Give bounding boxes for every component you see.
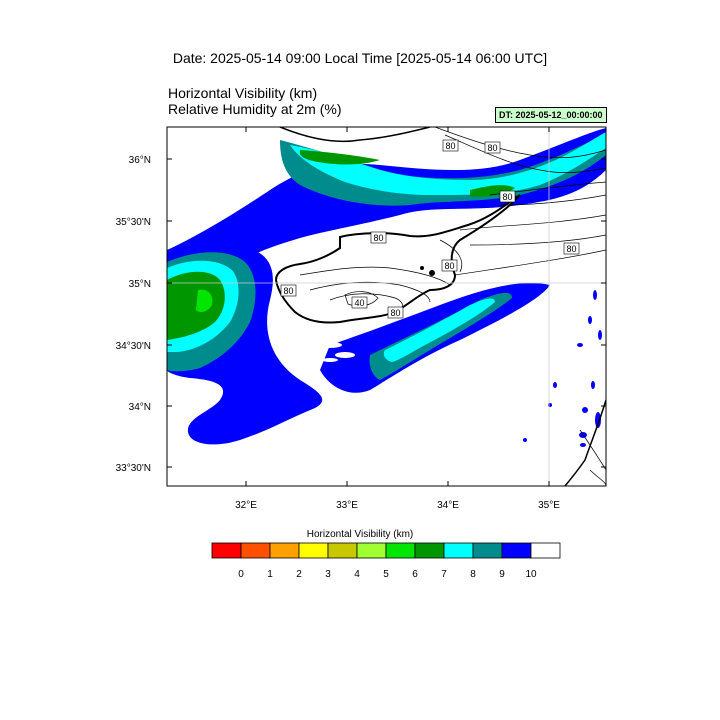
colorbar-label: 1 [267, 569, 273, 580]
contour-label: 80 [280, 284, 297, 297]
colorbar-label: 10 [525, 569, 537, 580]
colorbar-swatch [269, 542, 300, 559]
visibility-southeast-cyan [383, 298, 495, 362]
lat-label-36: 36°N [129, 155, 151, 166]
colorbar [211, 542, 561, 559]
contour-label: 80 [484, 141, 501, 154]
visibility-north-green-2 [470, 185, 515, 197]
colorbar-label: 3 [325, 569, 331, 580]
contour-label: 80 [563, 242, 580, 255]
colorbar-swatch [240, 542, 271, 559]
colorbar-swatch [472, 542, 503, 559]
colorbar-label: 2 [296, 569, 302, 580]
colorbar-label: 4 [354, 569, 360, 580]
lat-label-34: 34°N [129, 402, 151, 413]
visibility-band-north-blue [167, 128, 606, 300]
svg-text:80: 80 [390, 308, 400, 318]
visibility-north-green [299, 150, 380, 165]
colorbar-swatch [530, 542, 561, 559]
visibility-southwest-lightgreen [196, 289, 213, 313]
contour-label-group: 80 80 80 80 80 80 40 80 80 [280, 139, 580, 319]
svg-text:80: 80 [373, 233, 383, 243]
date-title: Date: 2025-05-14 09:00 Local Time [2025-… [172, 50, 548, 66]
svg-text:80: 80 [566, 244, 576, 254]
turkey-coastline [279, 127, 431, 143]
colorbar-swatch [443, 542, 474, 559]
colorbar-title: Horizontal Visibility (km) [306, 529, 414, 540]
svg-text:80: 80 [487, 143, 497, 153]
cyprus-island [274, 194, 521, 324]
forecast-init-badge: DT: 2025-05-12_00:00:00 [495, 107, 607, 123]
svg-text:80: 80 [502, 192, 512, 202]
colorbar-swatch [385, 542, 416, 559]
lon-label-33: 33°E [336, 500, 358, 511]
visibility-north-cyan [290, 132, 606, 196]
map-plot-area [167, 127, 606, 486]
colorbar-label: 6 [412, 569, 418, 580]
variable-title-humidity: Relative Humidity at 2m (%) [168, 101, 342, 117]
lat-label-35: 35°N [129, 279, 151, 290]
colorbar-swatch [298, 542, 329, 559]
lon-label-32: 32°E [235, 500, 257, 511]
colorbar-label: 7 [441, 569, 447, 580]
colorbar-label: 0 [238, 569, 244, 580]
visibility-southwest-green [167, 271, 225, 340]
contour-label: 80 [441, 259, 458, 272]
variable-title-visibility: Horizontal Visibility (km) [168, 85, 318, 101]
lat-label-34-30: 34°30'N [116, 341, 151, 352]
lon-label-34: 34°E [437, 500, 459, 511]
colorbar-swatch [356, 542, 387, 559]
svg-text:80: 80 [445, 141, 455, 151]
lat-label-33-30: 33°30'N [116, 463, 151, 474]
levant-coastline [564, 399, 606, 486]
svg-text:40: 40 [354, 298, 364, 308]
colorbar-swatch [211, 542, 242, 559]
lat-label-35-30: 35°30'N [116, 217, 151, 228]
colorbar-swatch [327, 542, 358, 559]
colorbar-label: 8 [470, 569, 476, 580]
map-frame [166, 126, 607, 487]
contour-label: 80 [387, 306, 404, 319]
colorbar-swatch [414, 542, 445, 559]
contour-label: 80 [442, 139, 459, 152]
svg-text:80: 80 [283, 286, 293, 296]
colorbar-label: 5 [383, 569, 389, 580]
axis-ticks [167, 127, 606, 486]
contour-label: 80 [499, 190, 516, 203]
contour-label: 80 [370, 231, 387, 244]
graticule [167, 127, 606, 486]
colorbar-swatch [501, 542, 532, 559]
colorbar-label: 9 [499, 569, 505, 580]
svg-text:80: 80 [444, 261, 454, 271]
city-markers [420, 266, 435, 276]
lon-label-35: 35°E [538, 500, 560, 511]
contour-label: 40 [351, 296, 368, 309]
